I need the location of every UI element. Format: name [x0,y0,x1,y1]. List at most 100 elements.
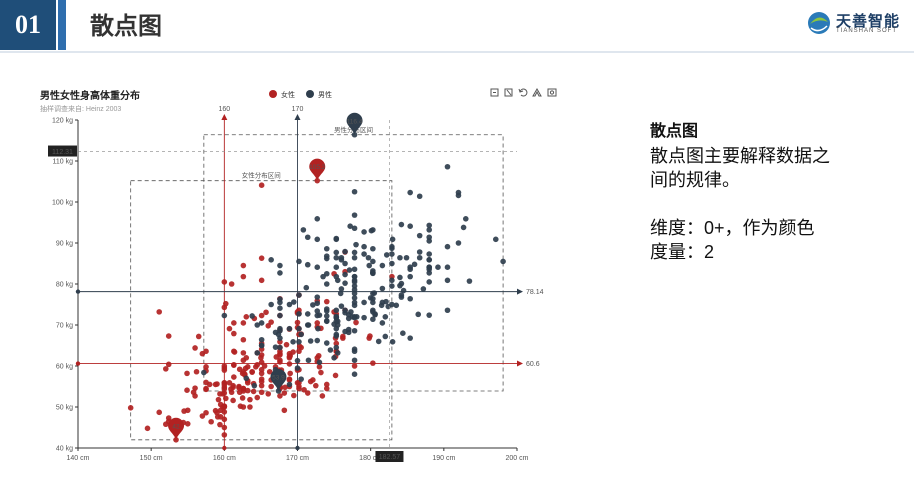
scatter-point[interactable] [379,320,386,326]
scatter-point[interactable] [500,258,506,265]
save-image-icon[interactable] [547,88,557,97]
scatter-point[interactable] [221,304,228,311]
scatter-point[interactable] [221,432,228,438]
scatter-point[interactable] [370,290,376,297]
scatter-point[interactable] [244,387,251,394]
scatter-point[interactable] [277,352,283,358]
scatter-point[interactable] [296,292,302,298]
scatter-point[interactable] [258,255,265,261]
scatter-point[interactable] [307,338,314,344]
scatter-point[interactable] [221,390,228,396]
scatter-point[interactable] [231,320,237,326]
scatter-point[interactable] [231,374,237,380]
scatter-point[interactable] [283,341,290,348]
scatter-point[interactable] [258,342,265,349]
scatter-point[interactable] [314,320,321,326]
scatter-point[interactable] [310,302,316,308]
scatter-point[interactable] [236,384,242,391]
scatter-point[interactable] [310,377,316,383]
scatter-point[interactable] [334,350,341,356]
scatter-point[interactable] [366,262,373,269]
scatter-point[interactable] [332,372,339,379]
scatter-point[interactable] [389,339,396,345]
scatter-point[interactable] [492,236,499,243]
scatter-point[interactable] [398,280,405,287]
scatter-point[interactable] [407,295,413,302]
scatter-point[interactable] [300,227,307,233]
scatter-point[interactable] [333,307,340,314]
scatter-point[interactable] [323,281,330,287]
scatter-point[interactable] [240,357,247,364]
scatter-point[interactable] [323,298,330,305]
scatter-point[interactable] [268,301,274,308]
zoom-icon[interactable] [490,88,499,97]
scatter-point[interactable] [426,234,433,241]
scatter-point[interactable] [426,222,433,229]
scatter-point[interactable] [201,369,207,376]
scatter-point[interactable] [277,312,283,319]
scatter-point[interactable] [217,414,224,420]
scatter-point[interactable] [277,357,283,364]
scatter-point[interactable] [361,299,367,306]
scatter-point[interactable] [466,278,473,284]
scatter-point[interactable] [323,340,330,346]
scatter-point[interactable] [277,262,283,269]
scatter-point[interactable] [398,221,405,228]
scatter-point[interactable] [184,421,191,427]
scatter-point[interactable] [272,344,279,350]
scatter-point[interactable] [268,383,274,390]
scatter-point[interactable] [268,319,274,325]
scatter-point[interactable] [199,413,206,419]
scatter-point[interactable] [383,252,390,258]
scatter-point[interactable] [240,404,247,410]
scatter-point[interactable] [277,393,283,399]
scatter-point[interactable] [305,357,312,364]
scatter-point[interactable] [403,254,410,261]
scatter-point[interactable] [254,322,261,328]
scatter-point[interactable] [351,363,358,369]
scatter-point[interactable] [415,311,422,318]
scatter-point[interactable] [303,284,310,291]
scatter-point[interactable] [318,369,324,376]
scatter-point[interactable] [348,309,354,315]
scatter-point[interactable] [351,371,358,378]
scatter-point[interactable] [221,409,228,415]
scatter-point[interactable] [426,264,433,270]
scatter-point[interactable] [258,376,265,382]
scatter-point[interactable] [346,267,353,273]
scatter-point[interactable] [382,314,389,320]
scatter-point[interactable] [426,312,433,318]
scatter-point[interactable] [165,415,172,421]
scatter-point[interactable] [258,312,265,319]
scatter-point[interactable] [144,425,151,432]
scatter-point[interactable] [277,335,283,341]
scatter-point[interactable] [203,385,209,392]
legend-item-male[interactable]: 男性 [306,90,332,99]
scatter-point[interactable] [195,333,202,340]
scatter-point[interactable] [333,325,340,332]
scatter-point[interactable] [301,386,307,393]
scatter-point[interactable] [243,375,250,382]
scatter-point[interactable] [462,216,469,222]
scatter-point[interactable] [411,261,418,268]
scatter-point[interactable] [296,348,302,355]
scatter-point[interactable] [342,260,348,267]
scatter-point[interactable] [221,382,228,388]
scatter-point[interactable] [286,381,293,388]
scatter-point[interactable] [240,385,247,392]
scatter-point[interactable] [286,377,293,383]
scatter-point[interactable] [331,355,337,361]
scatter-point[interactable] [351,254,358,261]
scatter-point[interactable] [407,273,413,280]
scatter-point[interactable] [314,294,321,300]
scatter-point[interactable] [314,216,321,222]
scatter-point[interactable] [337,290,344,297]
scatter-point[interactable] [407,223,413,229]
scatter-point[interactable] [217,391,223,397]
scatter-point[interactable] [290,339,296,345]
scatter-point[interactable] [444,307,451,314]
scatter-point[interactable] [342,248,348,255]
scatter-point[interactable] [351,290,358,297]
scatter-point[interactable] [240,273,247,280]
scatter-point[interactable] [407,189,413,196]
